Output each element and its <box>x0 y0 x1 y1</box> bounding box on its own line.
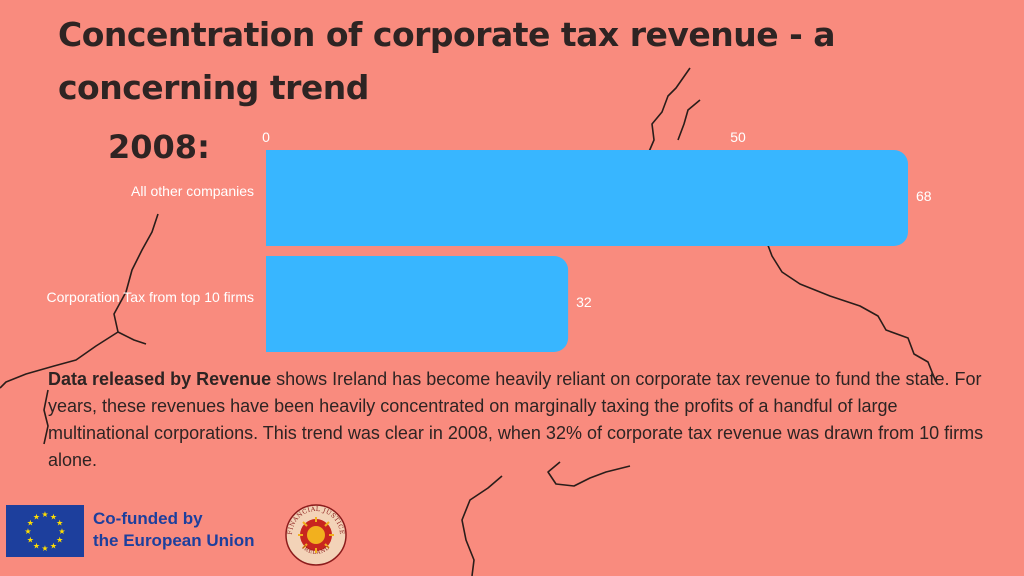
paragraph-lead: Data released by Revenue <box>48 369 272 389</box>
bar <box>266 256 569 352</box>
bar-chart: 0 50 All other companies 68 Corporation Tax … <box>47 129 932 352</box>
value-label: 32 <box>576 294 592 310</box>
eu-flag-icon: ★ ★ ★ ★ ★ ★ ★ ★ ★ ★ ★ ★ <box>6 505 84 557</box>
logo-text-bottom: IRELAND <box>300 545 331 557</box>
eu-star-icon: ★ <box>56 519 63 528</box>
category-label: All other companies <box>131 183 254 199</box>
value-label: 68 <box>916 188 932 204</box>
eu-star-icon: ★ <box>27 519 34 528</box>
eu-funding-line1: Co-funded by <box>93 509 203 528</box>
eu-star-icon: ★ <box>41 544 48 553</box>
eu-funding-label: Co-funded by the European Union <box>93 508 255 552</box>
eu-star-icon: ★ <box>24 527 31 536</box>
bar-left-edge <box>266 256 286 352</box>
category-label: Corporation Tax from top 10 firms <box>47 289 255 305</box>
eu-star-icon: ★ <box>56 536 63 545</box>
eu-star-icon: ★ <box>27 536 34 545</box>
eu-star-icon: ★ <box>50 542 57 551</box>
eu-star-icon: ★ <box>33 512 40 521</box>
eu-star-icon: ★ <box>33 542 40 551</box>
paragraph-body: shows Ireland has become heavily reliant… <box>48 369 984 470</box>
financial-justice-ireland-logo: FINANCIAL JUSTICE IRELAND <box>285 504 347 566</box>
chart-heading: 2008: <box>108 128 210 166</box>
bar-left-edge <box>266 150 286 246</box>
eu-star-icon: ★ <box>50 512 57 521</box>
svg-text:IRELAND: IRELAND <box>300 545 331 557</box>
axis-tick-label: 0 <box>262 129 270 145</box>
axis-tick-label: 50 <box>730 129 746 145</box>
page-title: Concentration of corporate tax revenue -… <box>58 15 836 107</box>
eu-funding-line2: the European Union <box>93 531 255 550</box>
bar <box>266 150 908 246</box>
eu-star-icon: ★ <box>41 510 48 519</box>
description-paragraph: Data released by Revenue shows Ireland h… <box>48 366 988 474</box>
eu-star-icon: ★ <box>58 527 65 536</box>
